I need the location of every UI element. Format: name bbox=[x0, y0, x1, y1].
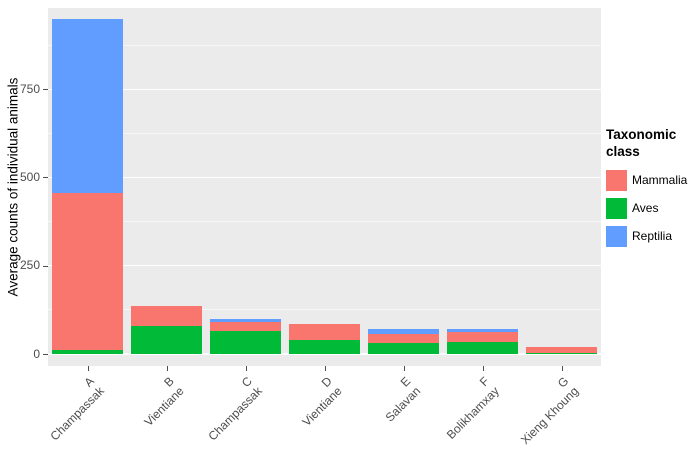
legend-key: Aves bbox=[606, 197, 698, 219]
y-tick-label: 500 bbox=[19, 169, 40, 184]
x-tick-mark bbox=[403, 366, 405, 371]
bar-segment-reptilia bbox=[368, 328, 439, 334]
y-tick-mark bbox=[43, 89, 48, 91]
gridline-minor bbox=[48, 44, 601, 46]
bar-segment-reptilia bbox=[210, 318, 281, 323]
x-tick-mark bbox=[482, 366, 484, 371]
plot-panel bbox=[48, 8, 601, 366]
x-tick-mark bbox=[561, 366, 563, 371]
legend-swatch-mammalia bbox=[606, 169, 627, 191]
bar-segment-aves bbox=[526, 352, 597, 354]
gridline-minor bbox=[48, 221, 601, 223]
bar-segment-aves bbox=[368, 343, 439, 354]
legend-key-label: Aves bbox=[632, 201, 659, 216]
bar-segment-aves bbox=[131, 325, 202, 354]
x-tick-mark bbox=[324, 366, 326, 371]
legend-key: Reptilia bbox=[606, 225, 698, 247]
bar-segment-aves bbox=[289, 339, 360, 354]
y-tick-mark bbox=[43, 265, 48, 267]
x-tick-mark bbox=[166, 366, 168, 371]
bar-segment-mammalia bbox=[526, 346, 597, 353]
x-tick-label-text: G Xieng Khoung bbox=[508, 374, 582, 448]
y-tick-label: 750 bbox=[19, 81, 40, 96]
legend: Taxonomic class Mammalia Aves Reptilia bbox=[606, 127, 698, 254]
gridline-minor bbox=[48, 309, 601, 311]
gridline-major bbox=[48, 88, 601, 90]
y-tick-mark bbox=[43, 177, 48, 179]
x-tick-label: G Xieng Khoung bbox=[402, 374, 581, 447]
bar-segment-mammalia bbox=[210, 322, 281, 332]
bar-segment-aves bbox=[52, 350, 123, 354]
legend-key: Mammalia bbox=[606, 169, 698, 191]
y-tick-label: 250 bbox=[19, 258, 40, 273]
legend-key-label: Mammalia bbox=[632, 173, 688, 188]
bar-segment-aves bbox=[210, 331, 281, 354]
bar-segment-mammalia bbox=[52, 193, 123, 351]
legend-swatch-aves bbox=[606, 197, 627, 219]
bar-segment-mammalia bbox=[368, 333, 439, 344]
gridline-major bbox=[48, 176, 601, 179]
legend-keys: Mammalia Aves Reptilia bbox=[606, 169, 698, 247]
y-tick-mark bbox=[43, 354, 48, 355]
bar-segment-mammalia bbox=[131, 306, 202, 326]
x-tick-mark bbox=[87, 366, 89, 371]
gridline-minor bbox=[48, 132, 601, 134]
legend-swatch-reptilia bbox=[606, 225, 627, 247]
legend-title: Taxonomic class bbox=[606, 127, 677, 159]
bar-segment-reptilia bbox=[52, 18, 123, 194]
gridline-major bbox=[48, 265, 601, 267]
bar-segment-mammalia bbox=[447, 332, 518, 342]
bar-segment-aves bbox=[447, 341, 518, 354]
bar-segment-reptilia bbox=[447, 329, 518, 333]
legend-key-label: Reptilia bbox=[632, 229, 673, 244]
gridline-major bbox=[48, 353, 601, 355]
y-tick-label: 0 bbox=[33, 346, 40, 361]
bar-segment-mammalia bbox=[289, 323, 360, 340]
x-tick-mark bbox=[245, 366, 247, 371]
